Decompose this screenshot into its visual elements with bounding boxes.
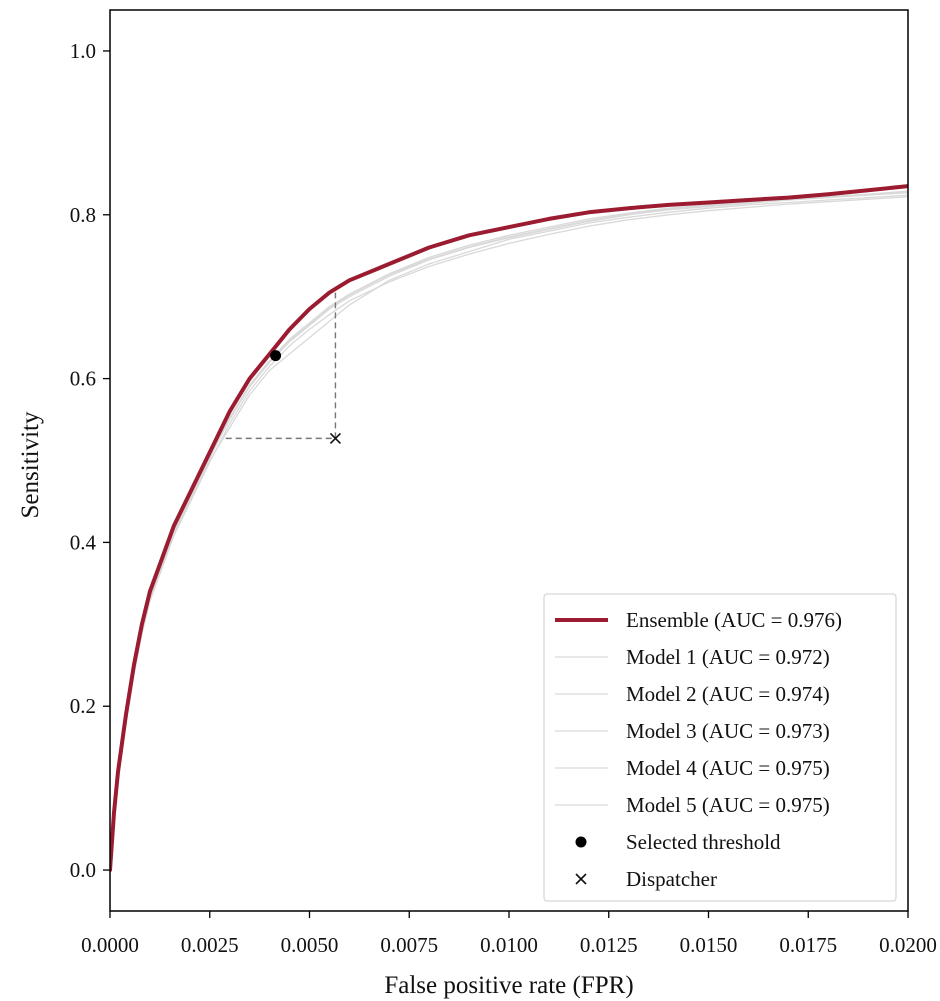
plot-area — [110, 184, 908, 872]
y-tick-label: 0.0 — [70, 858, 96, 882]
x-tick-label: 0.0125 — [580, 933, 638, 957]
legend-label: Selected threshold — [626, 830, 781, 854]
x-tick-label: 0.0000 — [81, 933, 139, 957]
legend-item-dispatcher: Dispatcher — [575, 867, 717, 891]
legend-item-model-5: Model 5 (AUC = 0.975) — [555, 793, 830, 817]
legend-swatch-stroke-b — [575, 873, 587, 885]
x-tick-label: 0.0100 — [480, 933, 538, 957]
legend-item-model-2: Model 2 (AUC = 0.974) — [555, 682, 830, 706]
axes: 0.0000 0.0025 0.0050 0.0075 0.0100 0.0125 0.01… — [70, 9, 937, 957]
legend-label: Model 2 (AUC = 0.974) — [626, 682, 830, 706]
x-tick-label: 0.0150 — [680, 933, 738, 957]
x-tick-label: 0.0175 — [779, 933, 837, 957]
dispatcher-marker — [329, 432, 342, 444]
series-line-4 — [110, 196, 908, 871]
y-tick-label: 0.4 — [70, 530, 97, 554]
legend-label: Model 3 (AUC = 0.973) — [626, 719, 830, 743]
y-tick-label: 0.2 — [70, 694, 96, 718]
legend-item-model-4: Model 4 (AUC = 0.975) — [555, 756, 830, 780]
series-line-1 — [110, 184, 908, 872]
x-tick-label: 0.0200 — [879, 933, 937, 957]
x-tick-label: 0.0075 — [380, 933, 438, 957]
legend-label: Ensemble (AUC = 0.976) — [626, 608, 842, 632]
y-tick-label: 1.0 — [70, 39, 96, 63]
legend-item-ensemble: Ensemble (AUC = 0.976) — [555, 608, 842, 632]
selected-threshold-marker — [270, 350, 282, 362]
legend-item-model-3: Model 3 (AUC = 0.973) — [555, 719, 830, 743]
x-axis-title: False positive rate (FPR) — [384, 972, 633, 999]
x-tick-label: 0.0025 — [181, 933, 239, 957]
legend-swatch — [575, 873, 587, 885]
legend-item-selected-threshold: Selected threshold — [575, 830, 781, 854]
legend: Ensemble (AUC = 0.976) Model 1 (AUC = 0.9… — [543, 593, 897, 902]
y-tick-label: 0.8 — [70, 203, 96, 227]
x-tick-label: 0.0050 — [281, 933, 339, 957]
legend-swatch — [575, 836, 587, 848]
legend-label: Model 4 (AUC = 0.975) — [626, 756, 830, 780]
dispatcher-marker-stroke-b — [329, 432, 342, 444]
y-tick-label: 0.6 — [70, 367, 96, 391]
legend-label: Dispatcher — [626, 867, 717, 891]
legend-label: Model 1 (AUC = 0.972) — [626, 645, 830, 669]
y-axis-title: Sensitivity — [17, 411, 44, 518]
legend-label: Model 5 (AUC = 0.975) — [626, 793, 830, 817]
legend-item-model-1: Model 1 (AUC = 0.972) — [555, 645, 830, 669]
legend-frame — [543, 593, 897, 902]
